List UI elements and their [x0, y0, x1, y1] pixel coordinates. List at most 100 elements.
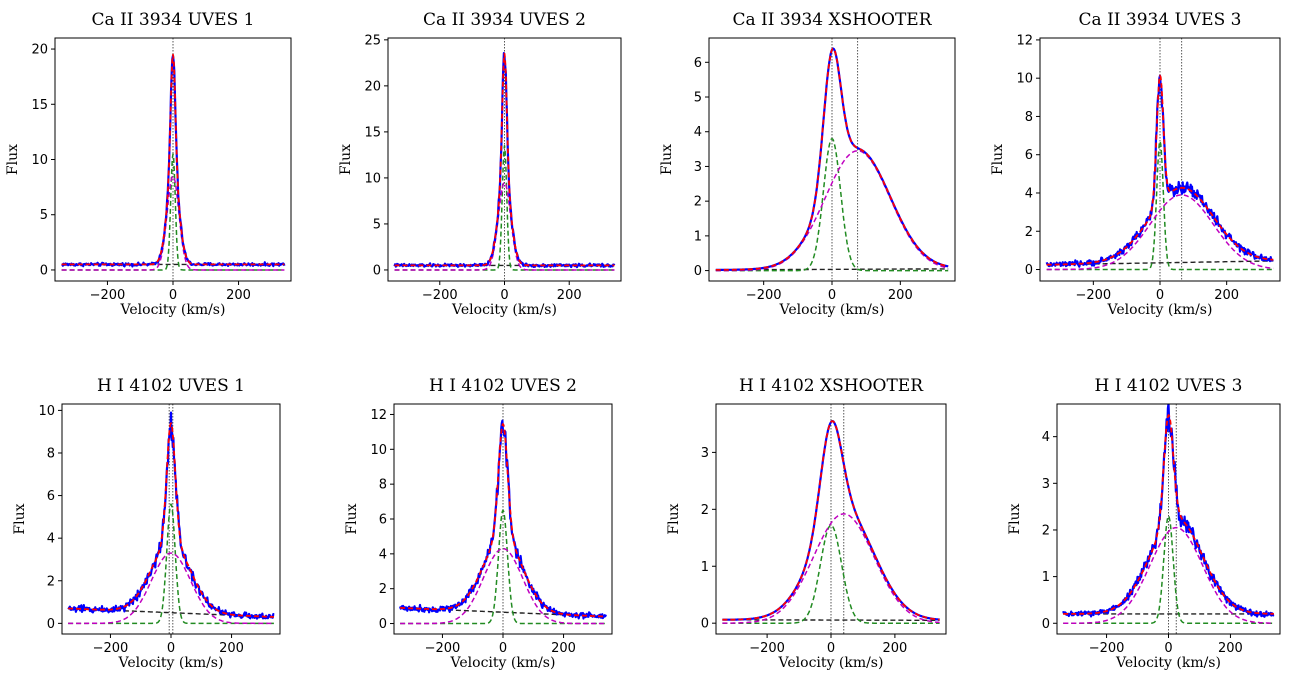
series-baseline: [715, 268, 949, 271]
series-broad-component: [394, 181, 615, 271]
y-axis-label: Flux: [12, 503, 28, 534]
y-tick-label: 12: [370, 408, 387, 423]
series-baseline: [1046, 260, 1274, 266]
x-tick-label: 0: [500, 288, 508, 303]
x-tick-label: −200: [1089, 641, 1125, 656]
y-tick-label: 6: [694, 56, 702, 71]
y-tick-label: 0: [1042, 617, 1050, 632]
y-tick-label: 0: [40, 263, 48, 278]
y-tick-label: 10: [38, 404, 55, 419]
y-tick-label: 8: [47, 446, 55, 461]
panel-7: −200 0 200 0 1 2 3 H I 4102 XSHOOTER Velocity (k…: [666, 376, 947, 671]
series-broad-component: [61, 175, 285, 271]
x-tick-label: −200: [1075, 288, 1111, 303]
y-tick-label: 0: [379, 617, 387, 632]
y-tick-label: 20: [364, 79, 381, 94]
series-fit: [1062, 414, 1275, 615]
x-tick-label: 200: [226, 288, 251, 303]
series-observed: [721, 420, 941, 621]
y-tick-label: 2: [47, 574, 55, 589]
series-fit: [722, 420, 940, 621]
panel-5: −200 0 200 0 2 4 6 8 10 H I 4102 UVES 1 Velocity (…: [12, 376, 281, 671]
series-broad-component: [1046, 194, 1274, 271]
y-tick-label: 6: [1025, 148, 1033, 163]
x-tick-label: 200: [557, 288, 582, 303]
y-axis-label: Flux: [666, 503, 682, 534]
y-tick-label: 0: [373, 263, 381, 278]
y-tick-label: 4: [694, 125, 702, 140]
y-tick-label: 1: [701, 560, 709, 575]
x-tick-label: −200: [93, 641, 129, 656]
y-tick-label: 5: [373, 217, 381, 232]
x-tick-label: 0: [1164, 641, 1172, 656]
x-tick-label: 0: [827, 641, 835, 656]
series-observed: [67, 411, 275, 620]
y-tick-label: 2: [379, 582, 387, 597]
x-axis-label: Velocity (km/s): [450, 655, 556, 671]
series-observed: [393, 52, 616, 269]
y-axis-label: Flux: [1007, 503, 1023, 534]
panel-3: −200 0 200 0 1 2 3 4 5 6 Ca II 3934 XSHOOTER Veloci…: [659, 10, 956, 318]
panel-1: −200 0 200 0 5 10 15 20 Ca II 3934 UVES 1 Velocit…: [5, 10, 292, 318]
panel-6: −200 0 200 0 2 4 6 8 10 12 H I 4102 UVES 2 Velocity…: [344, 376, 613, 671]
y-axis-label: Flux: [659, 144, 675, 175]
series-observed: [399, 419, 607, 620]
series-baseline: [722, 619, 940, 621]
y-tick-label: 15: [31, 98, 48, 113]
x-tick-label: −200: [749, 641, 785, 656]
series-fit: [67, 422, 275, 618]
x-tick-label: 200: [1214, 288, 1239, 303]
x-axis-label: Velocity (km/s): [778, 655, 884, 671]
panel-title: Ca II 3934 XSHOOTER: [732, 10, 932, 30]
panel-title: H I 4102 UVES 2: [429, 376, 577, 396]
series-broad-component: [67, 552, 275, 625]
x-tick-label: −200: [422, 288, 458, 303]
series-fit: [1046, 74, 1274, 266]
y-tick-label: 10: [364, 171, 381, 186]
y-tick-label: 4: [47, 532, 55, 547]
y-tick-label: 2: [701, 503, 709, 518]
series-fit: [399, 423, 607, 618]
y-tick-label: 0: [701, 617, 709, 632]
x-tick-label: −200: [746, 288, 782, 303]
y-tick-label: 8: [379, 478, 387, 493]
x-axis-label: Velocity (km/s): [779, 302, 885, 318]
y-tick-label: 4: [1025, 186, 1033, 201]
y-tick-label: 20: [31, 43, 48, 58]
y-tick-label: 10: [1016, 72, 1033, 87]
x-tick-label: 0: [1156, 288, 1164, 303]
x-axis-label: Velocity (km/s): [118, 655, 224, 671]
series-fit: [394, 52, 615, 267]
y-tick-label: 10: [370, 443, 387, 458]
series-narrow-component: [67, 503, 275, 625]
y-tick-label: 6: [379, 513, 387, 528]
y-tick-label: 25: [364, 33, 381, 48]
y-axis-label: Flux: [990, 144, 1006, 175]
x-tick-label: 0: [169, 288, 177, 303]
y-tick-label: 0: [47, 617, 55, 632]
panel-title: Ca II 3934 UVES 2: [423, 10, 586, 30]
y-tick-label: 5: [694, 91, 702, 106]
y-axis-label: Flux: [344, 503, 360, 534]
series-broad-component: [722, 513, 940, 624]
series-broad-component: [399, 547, 607, 625]
y-tick-label: 8: [1025, 110, 1033, 125]
y-axis-label: Flux: [5, 144, 21, 175]
y-tick-label: 2: [694, 195, 702, 210]
x-tick-label: −200: [90, 288, 126, 303]
x-axis-label: Velocity (km/s): [120, 302, 226, 318]
x-axis-label: Velocity (km/s): [1115, 655, 1221, 671]
x-tick-label: 200: [219, 641, 244, 656]
series-narrow-component: [715, 137, 949, 272]
y-tick-label: 5: [40, 208, 48, 223]
panel-title: H I 4102 XSHOOTER: [739, 376, 924, 396]
series-broad-component: [1063, 526, 1274, 625]
y-tick-label: 1: [1042, 570, 1050, 585]
series-fit: [61, 53, 285, 266]
x-tick-label: 200: [1218, 641, 1243, 656]
y-tick-label: 12: [1016, 33, 1033, 48]
y-tick-label: 10: [31, 153, 48, 168]
x-tick-label: 0: [499, 641, 507, 656]
panel-8: −200 0 200 0 1 2 3 4 H I 4102 UVES 3 Velocity (km…: [1007, 376, 1281, 671]
